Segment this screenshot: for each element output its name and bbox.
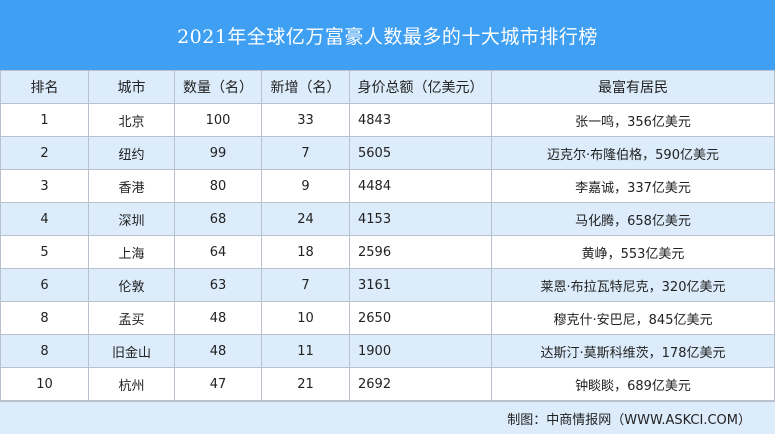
cell-total-worth: 5605 [349,136,492,170]
table-row: 1 北京 100 33 4843 张一鸣，356亿美元 [0,103,775,137]
cell-city: 上海 [88,235,175,269]
cell-count: 47 [174,367,262,401]
header-total-worth: 身价总额（亿美元） [349,70,492,104]
cell-rank: 5 [0,235,89,269]
cell-count: 99 [174,136,262,170]
cell-total-worth: 4153 [349,202,492,236]
header-city: 城市 [88,70,175,104]
cell-total-worth: 2596 [349,235,492,269]
cell-richest: 达斯汀·莫斯科维茨，178亿美元 [491,334,775,368]
cell-new: 33 [261,103,350,137]
cell-total-worth: 2650 [349,301,492,335]
cell-new: 18 [261,235,350,269]
cell-richest: 张一鸣，356亿美元 [491,103,775,137]
table-row: 5 上海 64 18 2596 黄峥，553亿美元 [0,235,775,269]
cell-richest: 穆克什·安巴尼，845亿美元 [491,301,775,335]
table-row: 6 伦敦 63 7 3161 莱恩·布拉瓦特尼克，320亿美元 [0,268,775,302]
cell-rank: 8 [0,334,89,368]
cell-richest: 莱恩·布拉瓦特尼克，320亿美元 [491,268,775,302]
table-header-row: 排名 城市 数量（名） 新增（名） 身价总额（亿美元） 最富有居民 [0,70,775,104]
cell-count: 64 [174,235,262,269]
cell-city: 香港 [88,169,175,203]
cell-city: 伦敦 [88,268,175,302]
cell-new: 10 [261,301,350,335]
cell-city: 深圳 [88,202,175,236]
ranking-table: 排名 城市 数量（名） 新增（名） 身价总额（亿美元） 最富有居民 1 北京 100… [0,70,775,401]
cell-rank: 1 [0,103,89,137]
cell-new: 21 [261,367,350,401]
cell-total-worth: 4484 [349,169,492,203]
cell-city: 纽约 [88,136,175,170]
cell-count: 63 [174,268,262,302]
cell-city: 杭州 [88,367,175,401]
cell-rank: 10 [0,367,89,401]
cell-rank: 2 [0,136,89,170]
table-row: 4 深圳 68 24 4153 马化腾，658亿美元 [0,202,775,236]
cell-richest: 李嘉诚，337亿美元 [491,169,775,203]
cell-new: 24 [261,202,350,236]
table-row: 3 香港 80 9 4484 李嘉诚，337亿美元 [0,169,775,203]
cell-richest: 马化腾，658亿美元 [491,202,775,236]
cell-rank: 8 [0,301,89,335]
table-title: 2021年全球亿万富豪人数最多的十大城市排行榜 [0,0,775,70]
cell-city: 北京 [88,103,175,137]
header-rank: 排名 [0,70,89,104]
table-row: 8 孟买 48 10 2650 穆克什·安巴尼，845亿美元 [0,301,775,335]
header-richest: 最富有居民 [491,70,775,104]
cell-new: 7 [261,268,350,302]
cell-count: 100 [174,103,262,137]
cell-count: 48 [174,334,262,368]
cell-new: 9 [261,169,350,203]
cell-count: 48 [174,301,262,335]
cell-richest: 迈克尔·布隆伯格，590亿美元 [491,136,775,170]
cell-count: 80 [174,169,262,203]
cell-rank: 6 [0,268,89,302]
source-footer: 制图：中商情报网（WWW.ASKCI.COM） [0,401,775,434]
cell-total-worth: 3161 [349,268,492,302]
cell-rank: 4 [0,202,89,236]
cell-richest: 钟睒睒，689亿美元 [491,367,775,401]
header-count: 数量（名） [174,70,262,104]
cell-count: 68 [174,202,262,236]
cell-new: 7 [261,136,350,170]
cell-city: 旧金山 [88,334,175,368]
cell-total-worth: 2692 [349,367,492,401]
cell-rank: 3 [0,169,89,203]
table-row: 2 纽约 99 7 5605 迈克尔·布隆伯格，590亿美元 [0,136,775,170]
cell-total-worth: 4843 [349,103,492,137]
table-row: 10 杭州 47 21 2692 钟睒睒，689亿美元 [0,367,775,401]
cell-richest: 黄峥，553亿美元 [491,235,775,269]
cell-total-worth: 1900 [349,334,492,368]
cell-city: 孟买 [88,301,175,335]
header-new: 新增（名） [261,70,350,104]
table-row: 8 旧金山 48 11 1900 达斯汀·莫斯科维茨，178亿美元 [0,334,775,368]
cell-new: 11 [261,334,350,368]
